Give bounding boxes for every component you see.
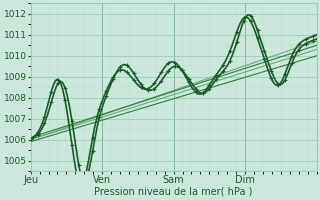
X-axis label: Pression niveau de la mer( hPa ): Pression niveau de la mer( hPa ) — [94, 187, 253, 197]
